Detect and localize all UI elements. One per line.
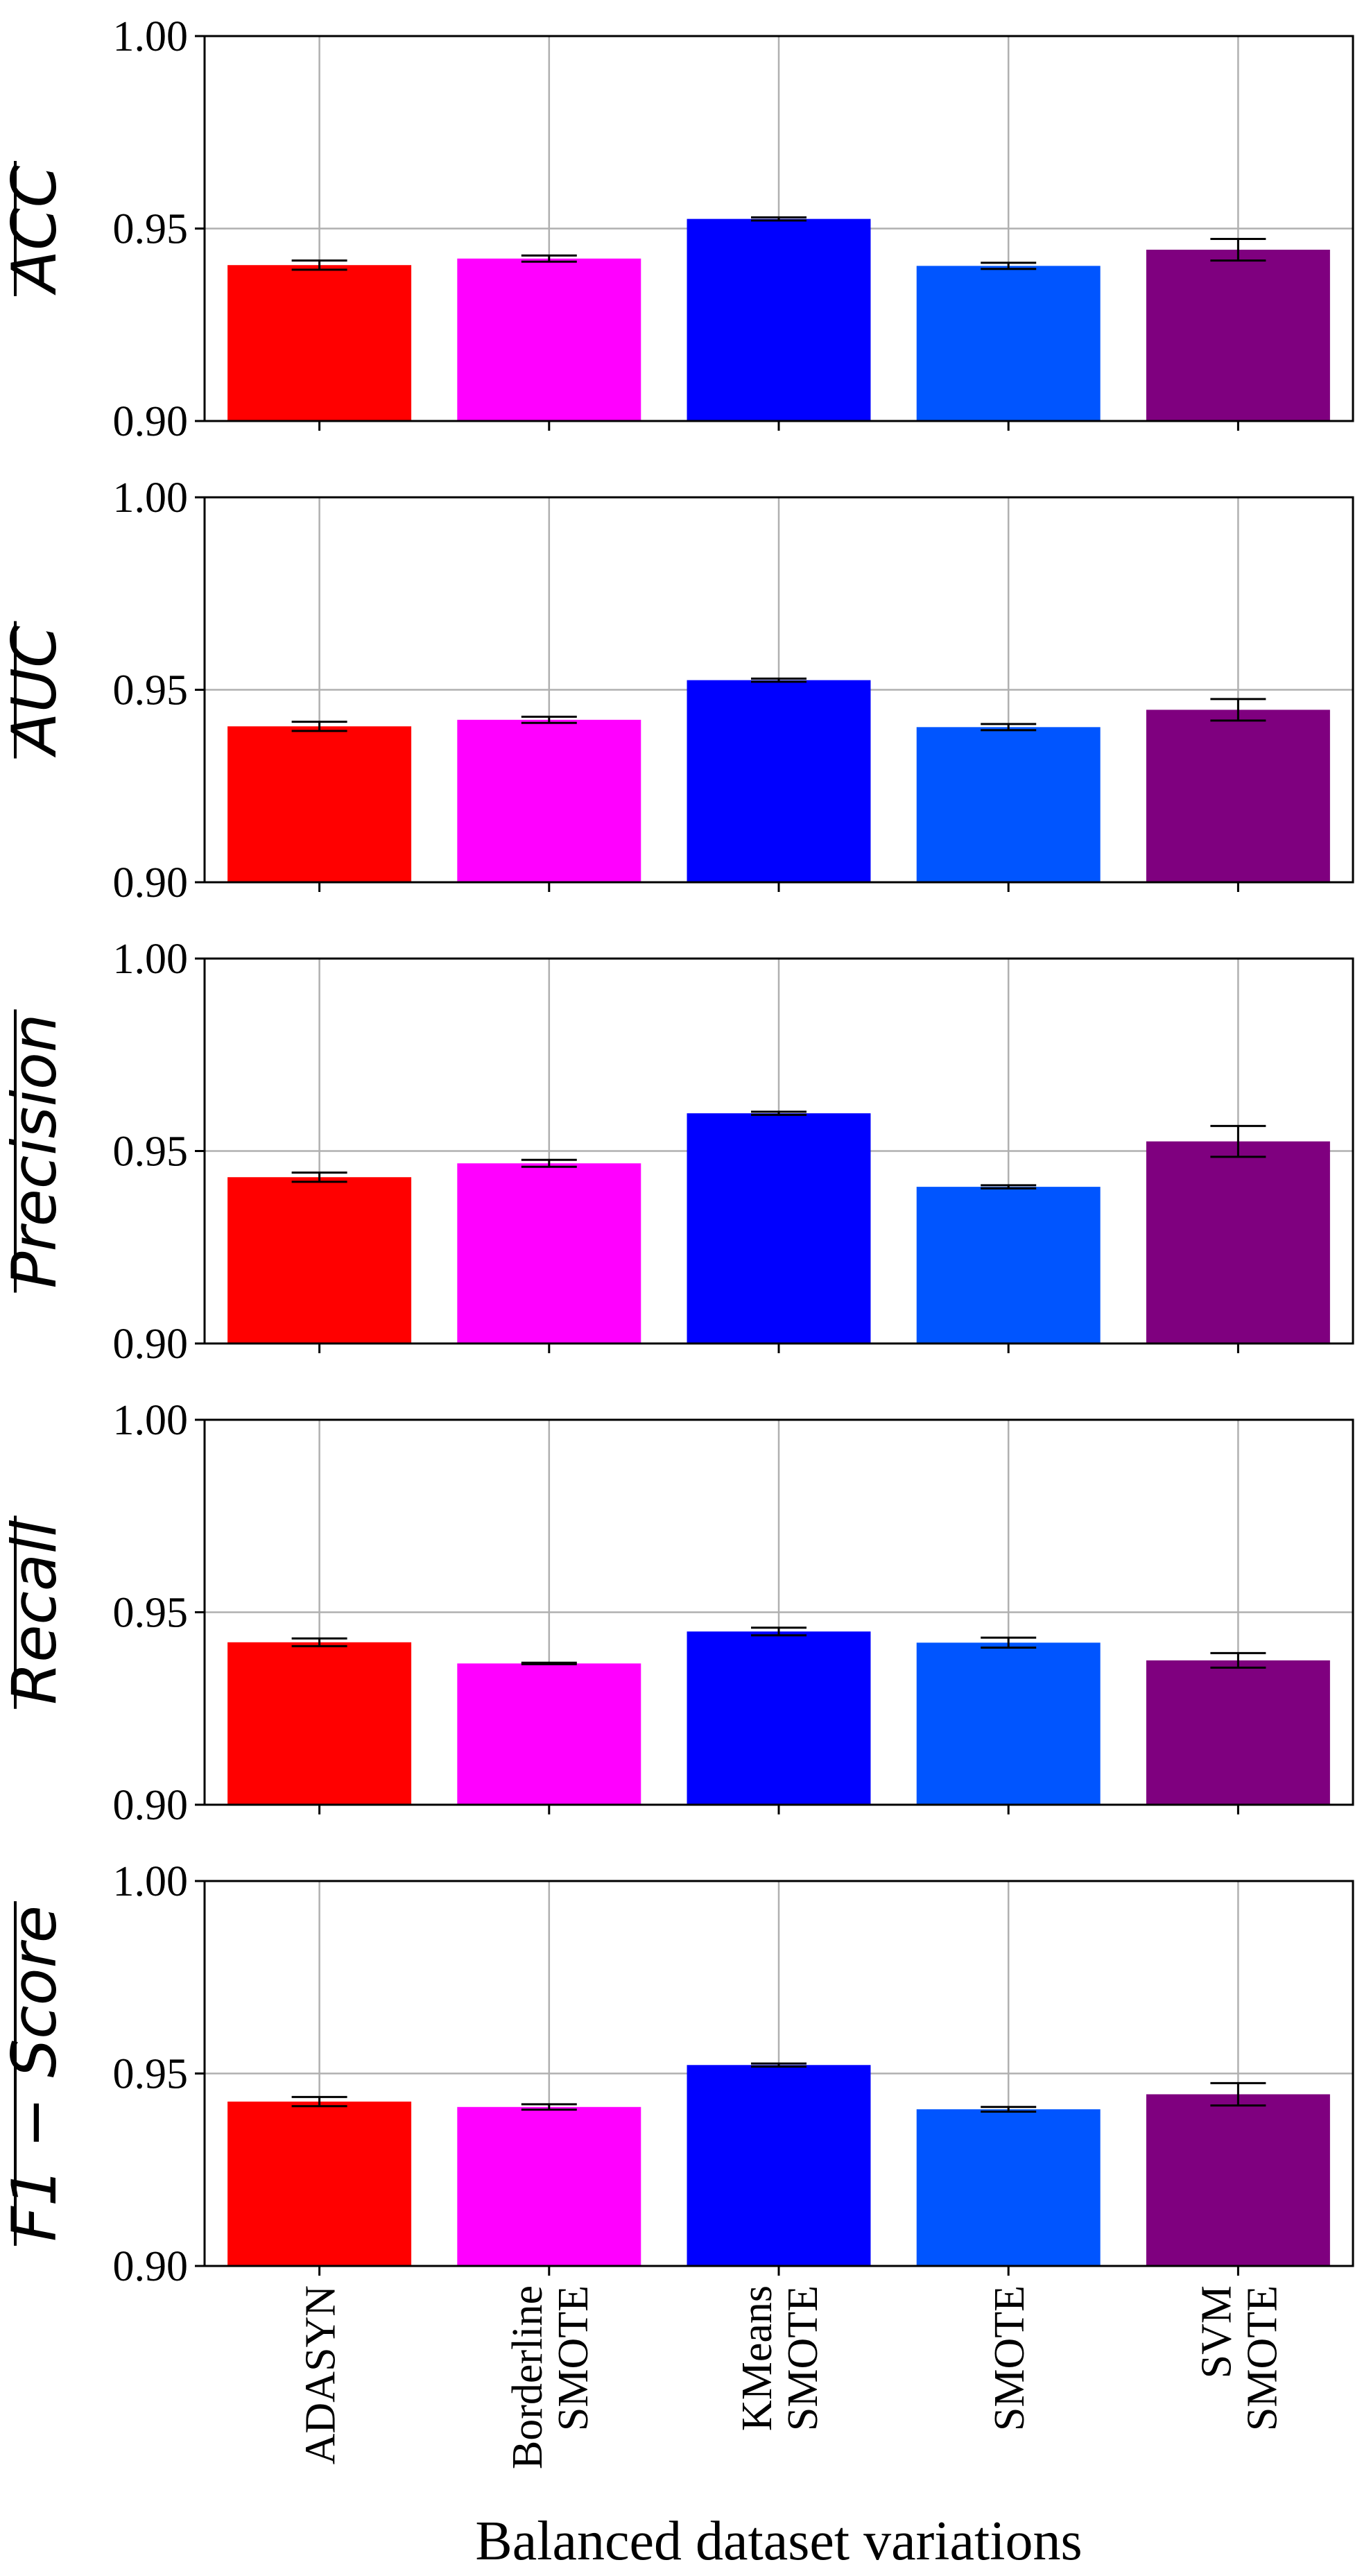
bar (916, 727, 1101, 882)
y-tick-label: 0.90 (113, 1782, 189, 1829)
y-tick-label: 0.95 (113, 667, 189, 714)
y-tick-label: 1.00 (113, 13, 189, 60)
bar (916, 1187, 1101, 1343)
bar (687, 2065, 871, 2266)
x-category-label: KMeans (734, 2285, 781, 2431)
bar (687, 218, 871, 421)
bar (687, 680, 871, 882)
panels-group: 0.90 0.95 1.00 ACC 0.90 0.95 1.00 AUC 0.90 0.95 1.… (0, 13, 1354, 2290)
panel-recall: 0.90 0.95 1.00 Recall (0, 1397, 1354, 1829)
x-category-label: SMOTE (779, 2285, 827, 2431)
bar (916, 2109, 1101, 2266)
panel-auc: 0.90 0.95 1.00 AUC (0, 474, 1354, 907)
y-tick-label: 1.00 (113, 1397, 189, 1444)
bar (1146, 710, 1330, 882)
y-tick-label: 0.95 (113, 1128, 189, 1176)
bar (227, 265, 412, 421)
panel-f1-score: 0.90 0.95 1.00 F1 − Score (0, 1858, 1354, 2290)
y-tick-label: 0.90 (113, 2243, 189, 2290)
bar (457, 2106, 641, 2266)
bar (227, 2102, 412, 2266)
bar (687, 1631, 871, 1805)
bar (916, 266, 1101, 421)
bar (1146, 1660, 1330, 1805)
y-tick-label: 0.95 (113, 1590, 189, 1637)
y-axis-label: Precision (0, 1013, 70, 1288)
bar (1146, 250, 1330, 421)
y-axis-label: F1 − Score (0, 1905, 70, 2242)
bar (457, 1663, 641, 1805)
bar (457, 258, 641, 421)
bar (457, 719, 641, 882)
panel-acc: 0.90 0.95 1.00 ACC (0, 13, 1354, 445)
x-category-label: SVM (1193, 2285, 1240, 2378)
y-axis-label: ACC (0, 164, 70, 295)
bar (1146, 2094, 1330, 2266)
y-tick-label: 0.90 (113, 398, 189, 445)
bar (1146, 1141, 1330, 1343)
x-category-label: SMOTE (986, 2285, 1033, 2431)
y-tick-label: 0.95 (113, 2051, 189, 2098)
bar (457, 1163, 641, 1343)
bar (227, 726, 412, 882)
bar (916, 1642, 1101, 1805)
y-tick-label: 0.90 (113, 1321, 189, 1368)
x-category-label: SMOTE (1239, 2285, 1286, 2431)
y-tick-label: 1.00 (113, 1858, 189, 1905)
x-axis-label: Balanced dataset variations (475, 2511, 1082, 2572)
y-tick-label: 1.00 (113, 936, 189, 983)
y-axis-label: Recall (0, 1520, 70, 1705)
y-tick-label: 1.00 (113, 474, 189, 522)
y-axis-label: AUC (0, 625, 70, 758)
y-tick-label: 0.90 (113, 859, 189, 907)
y-tick-label: 0.95 (113, 206, 189, 253)
x-category-label: ADASYN (298, 2285, 345, 2464)
x-category-label: Borderline (504, 2285, 551, 2469)
bar (687, 1113, 871, 1343)
bar (227, 1177, 412, 1343)
bar (227, 1642, 412, 1805)
panel-precision: 0.90 0.95 1.00 Precision (0, 936, 1354, 1368)
x-category-label: SMOTE (550, 2285, 597, 2431)
